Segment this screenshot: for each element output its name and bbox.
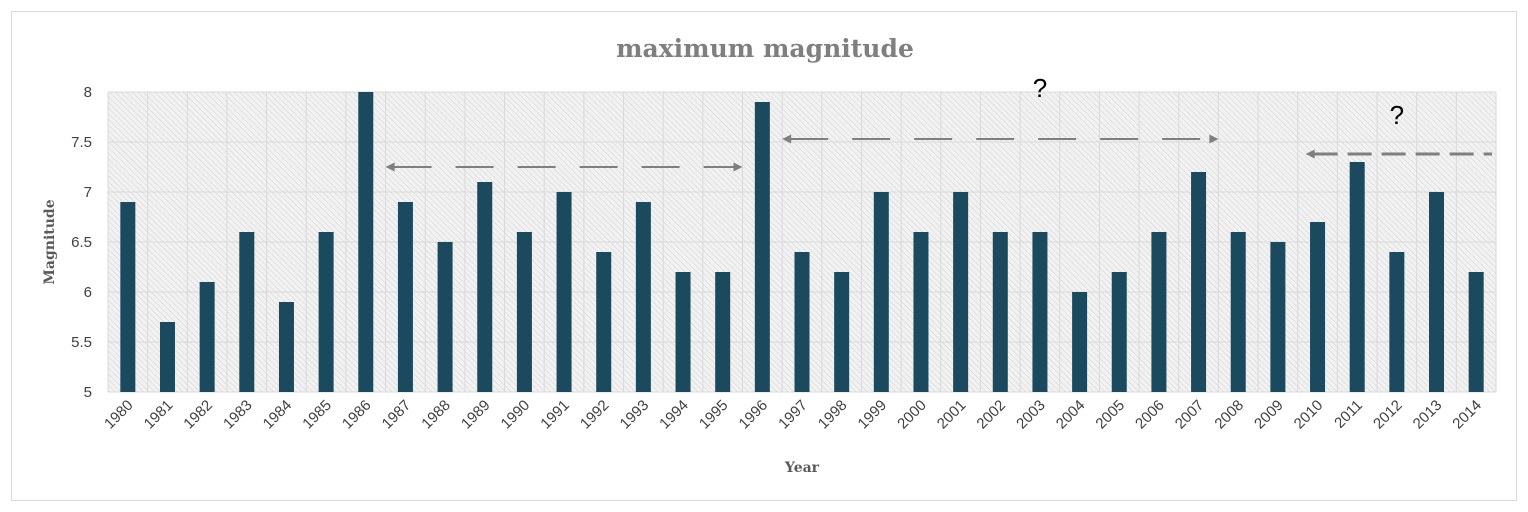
arrow-head (385, 162, 395, 172)
bar-1990 (516, 232, 532, 392)
x-tick-label: 1994 (656, 397, 692, 433)
bar-2008 (1230, 232, 1246, 392)
x-tick-label: 2014 (1449, 397, 1485, 433)
bar-2010 (1310, 222, 1326, 392)
x-tick-label: 2010 (1291, 397, 1327, 433)
x-tick-label: 1999 (855, 397, 891, 433)
question-mark-annotation: ? (1390, 100, 1404, 130)
y-tick-label: 5.5 (71, 334, 92, 351)
x-tick-label: 2009 (1251, 397, 1287, 433)
x-tick-label: 1985 (299, 397, 335, 433)
x-tick-label: 1993 (617, 397, 653, 433)
y-tick-label: 8 (84, 84, 92, 101)
left-arrow-annotation (1305, 149, 1493, 159)
bar-1998 (834, 272, 850, 392)
x-tick-label: 2000 (894, 397, 930, 433)
bar-2005 (1111, 272, 1127, 392)
bar-1984 (278, 302, 294, 392)
x-tick-label: 1983 (220, 397, 256, 433)
arrow-head (1209, 134, 1219, 144)
x-tick-label: 1990 (498, 397, 534, 433)
bar-1983 (239, 232, 255, 392)
bar-2002 (992, 232, 1008, 392)
arrow-head (782, 134, 792, 144)
double-arrow-annotation (782, 134, 1219, 144)
double-arrow-annotation (385, 162, 743, 172)
bar-1997 (794, 252, 810, 392)
y-tick-label: 5 (84, 384, 92, 401)
x-tick-label: 2012 (1370, 397, 1406, 433)
x-tick-label: 1988 (418, 397, 454, 433)
bar-1993 (635, 202, 651, 392)
bar-2000 (913, 232, 929, 392)
bar-1996 (754, 102, 770, 392)
x-tick-label: 1995 (696, 397, 732, 433)
bar-1994 (675, 272, 691, 392)
bar-1987 (397, 202, 413, 392)
x-tick-label: 2002 (973, 397, 1009, 433)
bar-1995 (715, 272, 731, 392)
arrow-head (733, 162, 743, 172)
bar-2001 (953, 192, 969, 392)
x-tick-label: 2001 (934, 397, 970, 433)
y-tick-label: 6 (84, 284, 92, 301)
x-tick-label: 1984 (260, 397, 296, 433)
bar-1986 (358, 92, 374, 392)
x-axis-title: Year (784, 460, 820, 476)
bar-1980 (120, 202, 136, 392)
x-tick-label: 2006 (1132, 397, 1168, 433)
x-tick-label: 1996 (736, 397, 772, 433)
bar-2007 (1191, 172, 1207, 392)
bar-1985 (318, 232, 334, 392)
x-tick-label: 2013 (1410, 397, 1446, 433)
x-tick-label: 2005 (1092, 397, 1128, 433)
x-tick-label: 2003 (1013, 397, 1049, 433)
x-tick-label: 1998 (815, 397, 851, 433)
bar-1989 (477, 182, 493, 392)
x-tick-label: 2008 (1211, 397, 1247, 433)
x-tick-label: 1991 (537, 397, 573, 433)
x-tick-label: 1987 (379, 397, 415, 433)
x-tick-label: 1992 (577, 397, 613, 433)
bar-2011 (1349, 162, 1365, 392)
bar-1992 (596, 252, 612, 392)
x-tick-label: 1982 (180, 397, 216, 433)
bar-2006 (1151, 232, 1167, 392)
y-tick-label: 6.5 (71, 234, 92, 251)
bar-1999 (873, 192, 889, 392)
bar-2012 (1389, 252, 1405, 392)
x-tick-label: 2004 (1053, 397, 1089, 433)
bar-1991 (556, 192, 572, 392)
x-tick-label: 1980 (101, 397, 137, 433)
question-mark-annotation: ? (1033, 73, 1047, 103)
x-tick-label: 2007 (1172, 397, 1208, 433)
bar-2014 (1468, 272, 1484, 392)
bar-2013 (1429, 192, 1445, 392)
bar-2003 (1032, 232, 1048, 392)
chart-title: maximum magnitude (616, 34, 914, 63)
bar-1981 (159, 322, 175, 392)
x-tick-label: 1981 (141, 397, 177, 433)
x-tick-label: 1986 (339, 397, 375, 433)
x-tick-label: 1997 (775, 397, 811, 433)
bar-1988 (437, 242, 453, 392)
x-tick-label: 2011 (1331, 397, 1366, 432)
y-tick-label: 7.5 (71, 134, 92, 151)
bar-2009 (1270, 242, 1286, 392)
bar-1982 (199, 282, 215, 392)
arrow-head (1305, 149, 1315, 159)
y-tick-label: 7 (84, 184, 92, 201)
y-axis-title: Magnitude (42, 199, 58, 284)
x-tick-label: 1989 (458, 397, 494, 433)
bar-2004 (1072, 292, 1088, 392)
